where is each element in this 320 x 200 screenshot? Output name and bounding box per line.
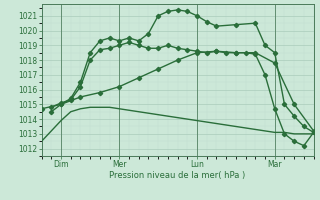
X-axis label: Pression niveau de la mer( hPa ): Pression niveau de la mer( hPa ) bbox=[109, 171, 246, 180]
